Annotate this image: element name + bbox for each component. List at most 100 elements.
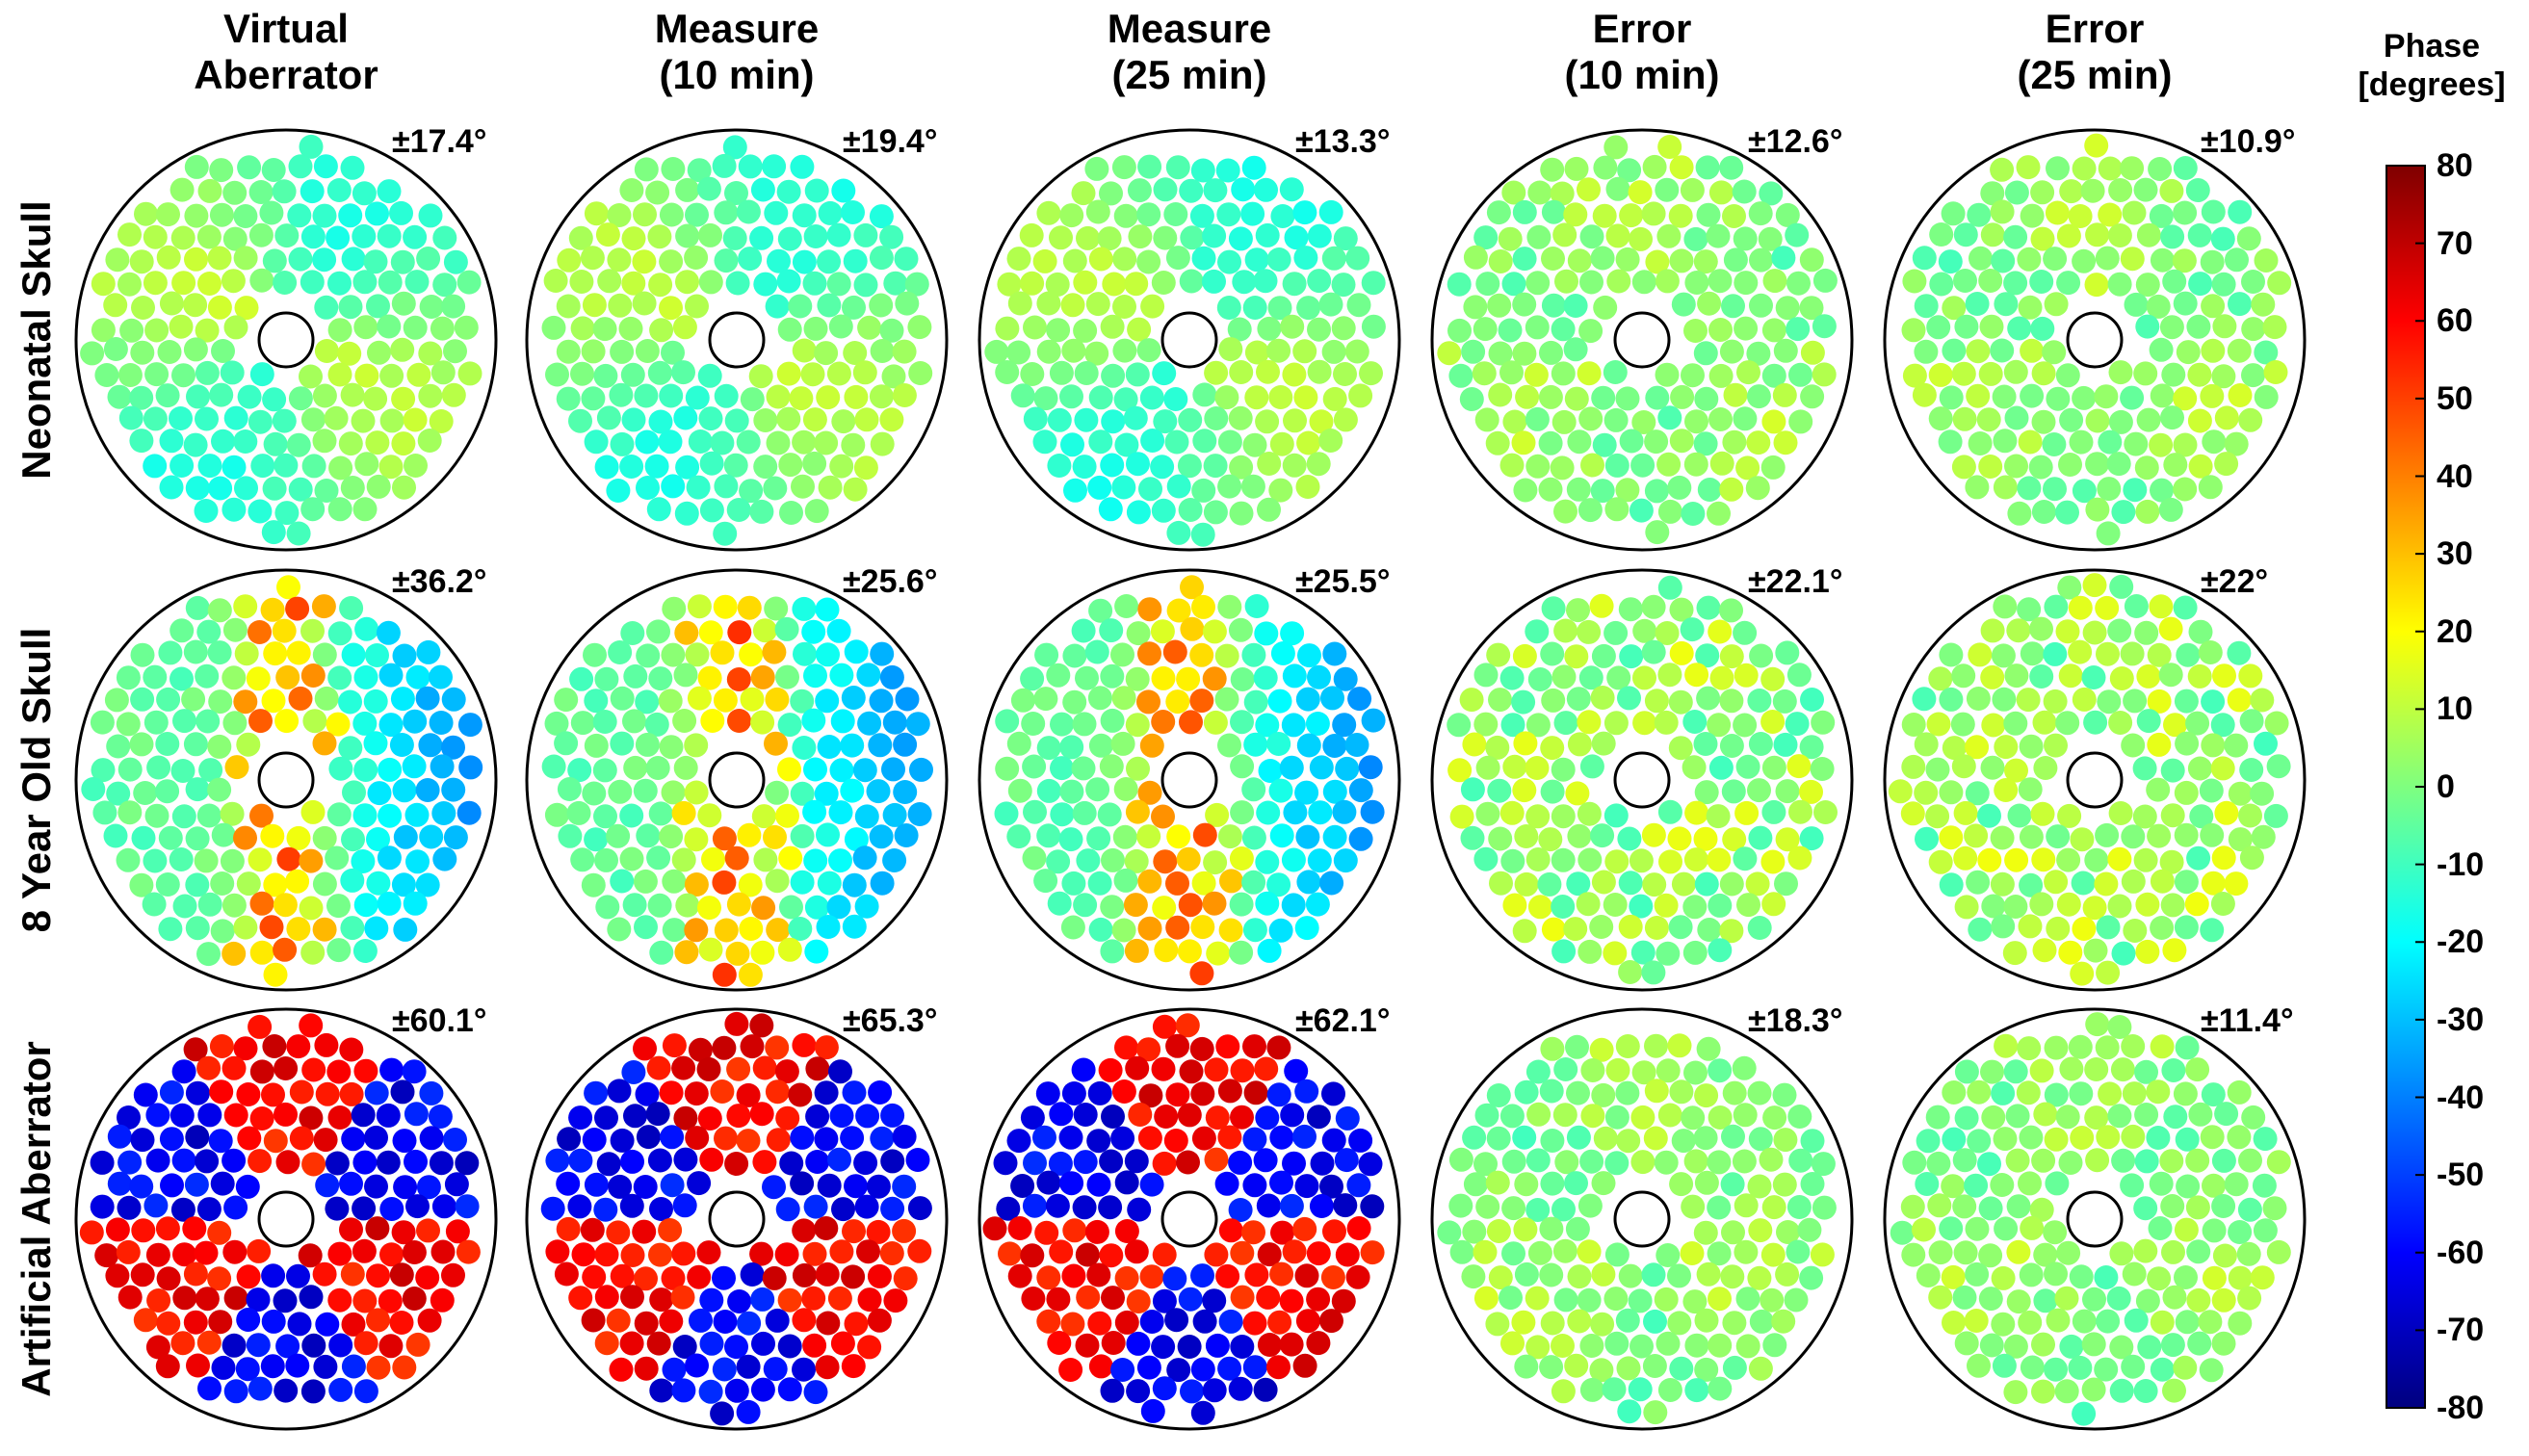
transducer-element [2251,292,2276,317]
transducer-element [687,1264,712,1289]
transducer-element [1749,247,1773,273]
transducer-element [1047,407,1072,432]
transducer-element [117,1105,141,1130]
transducer-element [594,666,619,691]
transducer-element [237,1126,262,1151]
transducer-element [763,1357,788,1382]
transducer-element [712,962,737,987]
transducer-element [1036,823,1061,848]
transducer-element [1062,1218,1087,1243]
transducer-element [1100,663,1125,689]
transducer-element [1734,316,1759,341]
transducer-element [790,781,815,806]
transducer-element [208,476,233,501]
transducer-element [2107,223,2132,247]
transducer-element [208,1310,233,1335]
transducer-element [789,386,814,411]
transducer-element [645,756,670,780]
transducer-element [1152,1151,1177,1176]
transducer-element [826,618,851,643]
transducer-element [366,1263,390,1288]
transducer-element [1928,849,1953,874]
center-hole [2066,311,2124,369]
transducer-element [220,360,245,385]
transducer-element [1076,848,1101,873]
transducer-element [647,893,672,918]
transducer-element [1773,732,1798,757]
transducer-element [1513,1217,1538,1242]
transducer-element [326,225,351,250]
row-title: Artificial Aberrator [13,1041,59,1397]
transducer-element [1488,382,1513,407]
transducer-element [2266,1150,2291,1175]
transducer-element [1799,296,1824,321]
transducer-element [2068,1355,2093,1380]
transducer-element [2003,711,2028,736]
transducer-element [2096,521,2121,546]
transducer-element [129,429,154,454]
transducer-element [1515,384,1540,409]
transducer-element [765,294,790,319]
transducer-element [1914,339,1939,364]
transducer-element [415,872,440,897]
transducer-element [1578,406,1603,431]
transducer-element [1152,1242,1177,1267]
transducer-element [1916,1129,1941,1154]
transducer-element [1166,520,1191,545]
transducer-element [1474,1103,1499,1128]
transducer-element [725,941,750,966]
transducer-element [1606,665,1631,690]
transducer-element [687,686,712,711]
transducer-element [2056,847,2081,872]
transducer-element [699,451,724,476]
phase-panel-r3-c3 [978,1007,1401,1431]
transducer-element [1087,1080,1112,1105]
transducer-element [1926,315,1951,340]
transducer-element [2046,156,2070,181]
transducer-element [1721,294,1745,319]
transducer-element [1437,341,1462,366]
transducer-element [1694,386,1719,411]
transducer-element [2159,178,2184,203]
transducer-element [2094,1357,2119,1382]
transducer-element [236,732,261,757]
transducer-element [817,871,842,896]
transducer-element [801,708,826,733]
transducer-element [1206,941,1231,966]
transducer-element [662,1357,687,1382]
transducer-element [2132,756,2157,781]
transducer-element [790,823,815,848]
center-hole [257,751,315,809]
transducer-element [1901,318,1926,343]
transducer-element [762,1265,787,1290]
transducer-element [1256,1285,1281,1310]
transducer-element [1723,382,1748,407]
transducer-element [1902,363,1927,388]
transducer-element [2173,200,2198,225]
transducer-element [2150,1357,2175,1382]
transducer-element [714,474,739,499]
transducer-element [984,339,1009,364]
transducer-element [1218,918,1243,943]
transducer-element [803,1380,828,1405]
transducer-element [1023,315,1047,340]
transducer-element [2239,709,2264,734]
transducer-element [1150,455,1175,480]
transducer-element [675,270,699,295]
transducer-element [2163,713,2187,738]
transducer-element [1229,501,1254,526]
transducer-element [554,1261,579,1287]
transducer-element [261,520,286,545]
transducer-element [1719,919,1744,944]
transducer-element [618,316,643,341]
transducer-element [2058,453,2082,477]
transducer-element [1267,296,1292,321]
transducer-element [646,845,671,871]
transducer-element [1632,711,1657,736]
transducer-element [1151,1056,1176,1081]
transducer-element [659,1080,684,1105]
transducer-element [1164,1308,1189,1333]
transducer-element [143,1193,169,1218]
transducer-element [1322,779,1347,804]
transducer-element [457,713,482,738]
